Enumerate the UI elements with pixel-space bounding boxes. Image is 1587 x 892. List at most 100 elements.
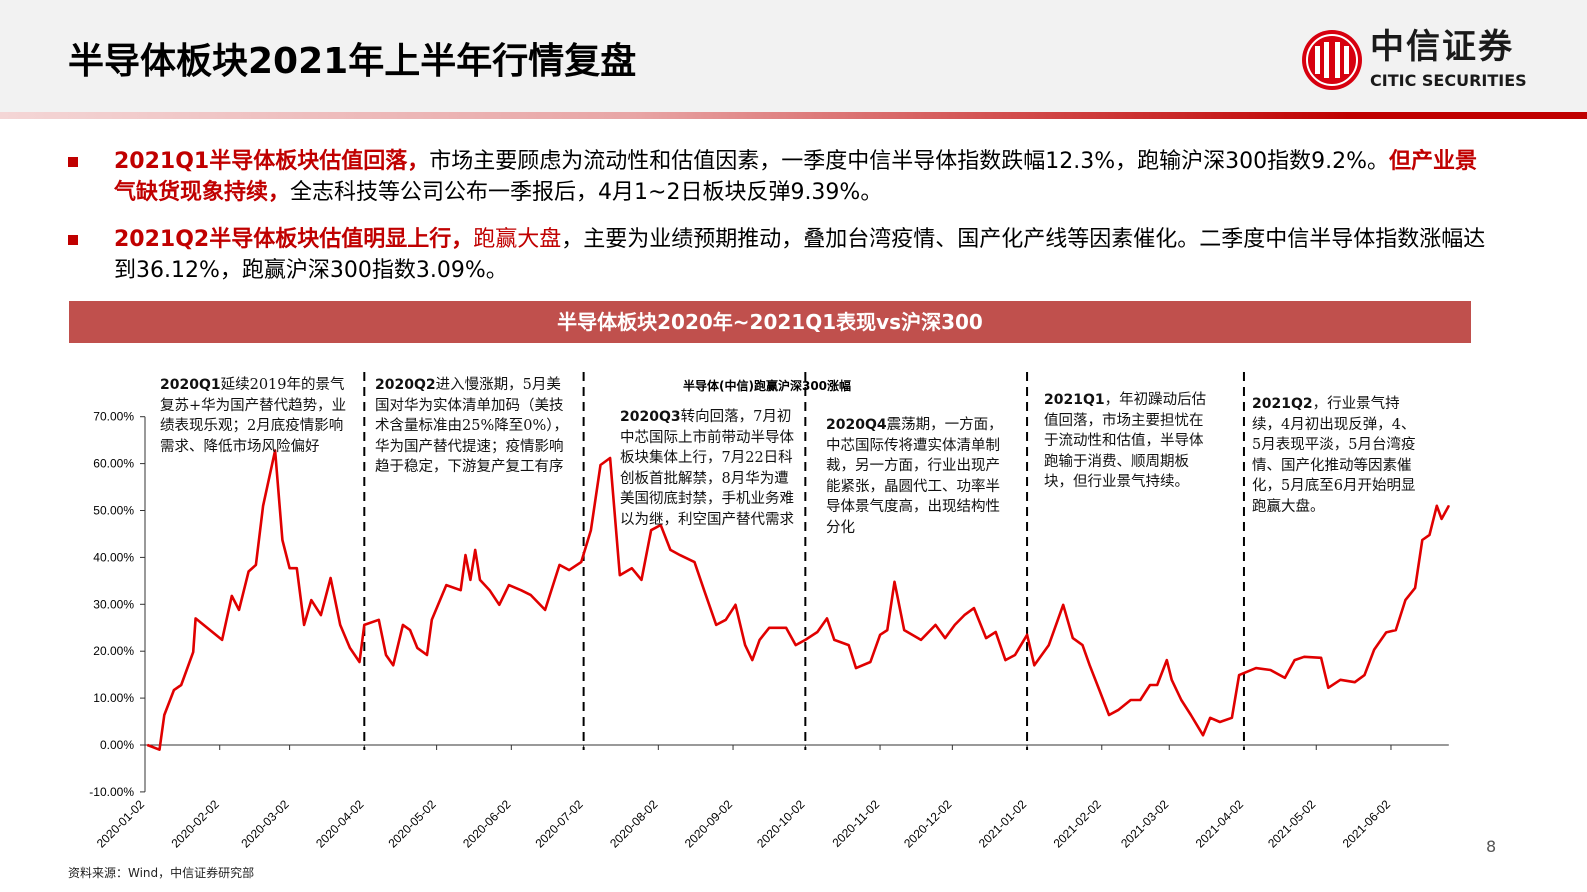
- bullet-highlight: 但产业景气缺货现象持续，: [114, 149, 1478, 205]
- data-point: [221, 639, 223, 641]
- x-tick-label: 2020-09-02: [682, 797, 736, 851]
- data-point: [158, 748, 161, 751]
- data-point: [751, 659, 754, 661]
- data-point: [886, 629, 889, 631]
- data-point: [833, 639, 836, 641]
- data-point: [385, 654, 387, 656]
- data-point: [1440, 518, 1443, 520]
- header-divider: [0, 112, 1587, 119]
- data-point: [1026, 633, 1028, 636]
- data-point: [281, 539, 284, 541]
- x-tick-label: 2020-07-02: [532, 797, 586, 851]
- source-note: 资料来源：Wind，中信证券研究部: [68, 866, 255, 880]
- data-point: [1139, 699, 1142, 701]
- data-point: [879, 633, 881, 636]
- data-point: [1414, 587, 1416, 589]
- x-tick-label: 2021-04-02: [1193, 797, 1247, 851]
- chart-banner: 半导体板块2020年~2021Q1表现vs沪深300: [69, 301, 1471, 343]
- annotation-2021q1: 2021Q1，年初躁动后估值回落，市场主要担忧在于流动性和估值，半导体跑输于消费…: [1044, 390, 1210, 493]
- data-point: [274, 449, 276, 452]
- data-point: [580, 561, 583, 563]
- data-point: [679, 554, 681, 556]
- data-point: [1129, 699, 1132, 701]
- bullet-highlight: 跑赢大盘: [473, 227, 562, 252]
- annotation-label: 2021Q1: [1044, 392, 1105, 408]
- data-point: [1033, 664, 1036, 667]
- x-tick-label: 2020-08-02: [607, 797, 661, 851]
- data-point: [238, 609, 240, 611]
- annotation-label: 2020Q4: [826, 417, 887, 433]
- data-point: [1088, 664, 1091, 667]
- bullet-text: 全志科技等公司公布一季报后，4月1~2日板块反弹9.39%。: [290, 180, 883, 205]
- y-tick-label: 10.00%: [93, 691, 134, 705]
- data-point: [1385, 631, 1387, 634]
- citic-emblem-icon: [1302, 30, 1362, 90]
- data-point: [1202, 734, 1204, 736]
- x-tick-label: 2020-05-02: [385, 797, 439, 851]
- data-point: [363, 624, 366, 626]
- data-point: [430, 618, 433, 621]
- data-point: [173, 689, 175, 691]
- data-point: [1149, 684, 1151, 686]
- data-point: [1320, 656, 1322, 659]
- data-point: [1428, 534, 1431, 536]
- data-point: [1435, 505, 1438, 507]
- annotation-2020q2: 2020Q2进入慢涨期，5月美国对华为实体清单加码（美技术含量标准由25%降至0…: [375, 375, 575, 478]
- data-point: [1255, 667, 1257, 669]
- bullet-highlight: 2021Q1半导体板块估值回落，: [114, 149, 430, 174]
- data-point: [744, 644, 746, 646]
- data-point: [640, 579, 643, 581]
- data-point: [445, 584, 448, 586]
- data-point: [1156, 684, 1158, 686]
- data-point: [1180, 699, 1183, 701]
- x-tick-label: 2021-01-02: [976, 797, 1030, 851]
- data-point: [609, 457, 611, 459]
- annotation-text: 转向回落，7月初中芯国际上市前带动半导体板块集体上行，7月22日科创板首批解禁，…: [620, 409, 794, 528]
- data-point: [715, 624, 717, 626]
- data-point: [618, 574, 621, 577]
- data-point: [816, 631, 819, 633]
- data-point: [893, 580, 896, 583]
- data-point: [804, 639, 807, 641]
- bullet-square-icon: [68, 157, 78, 167]
- data-point: [558, 564, 561, 566]
- data-point: [1004, 659, 1007, 661]
- data-point: [1394, 629, 1397, 631]
- logo-text-cn: 中信证券: [1370, 27, 1514, 67]
- data-point: [1363, 674, 1366, 676]
- annotation-text: 进入慢涨期，5月美国对华为实体清单加码（美技术含量标准由25%降至0%），华为国…: [375, 377, 568, 475]
- data-point: [194, 617, 197, 620]
- data-point: [1072, 637, 1074, 639]
- x-tick-label: 2021-05-02: [1265, 797, 1319, 851]
- data-point: [1303, 656, 1306, 658]
- data-point: [1373, 648, 1375, 651]
- page-number: 8: [1486, 837, 1497, 856]
- data-point: [953, 624, 956, 626]
- data-point: [599, 464, 602, 466]
- data-point: [590, 529, 592, 531]
- data-point: [650, 529, 652, 531]
- data-point: [508, 584, 510, 586]
- bullet-text: 市场主要顾虑为流动性和估值因素，一季度中信半导体指数跌幅12.3%，跑输沪深30…: [429, 149, 1390, 174]
- data-point: [1098, 689, 1101, 691]
- bullet-item: 2021Q2半导体板块估值明显上行，跑赢大盘，主要为业绩预期推动，叠加台湾疫情、…: [68, 224, 1498, 286]
- bullet-text: ，主要为业绩预期推动，叠加台湾疫情、国产化产线等因素催化。二季度中信半导体指数涨…: [114, 227, 1486, 283]
- annotation-2021q2: 2021Q2，行业景气持续，4月初出现反弹，4、5月表现平淡，5月台湾疫情、国产…: [1252, 394, 1422, 517]
- data-point: [1448, 505, 1450, 507]
- data-point: [1166, 659, 1168, 661]
- data-point: [920, 639, 922, 641]
- data-point: [1238, 674, 1240, 676]
- x-tick-label: 2020-10-02: [754, 797, 808, 851]
- x-tick-label: 2020-04-02: [313, 797, 367, 851]
- data-point: [459, 589, 462, 592]
- data-point: [1293, 659, 1296, 661]
- data-point: [1404, 599, 1407, 601]
- data-point: [288, 567, 291, 569]
- data-point: [529, 594, 532, 596]
- data-point: [994, 631, 997, 633]
- data-point: [544, 609, 546, 611]
- y-tick-label: 0.00%: [100, 738, 134, 752]
- data-point: [568, 569, 570, 571]
- data-point: [377, 618, 380, 621]
